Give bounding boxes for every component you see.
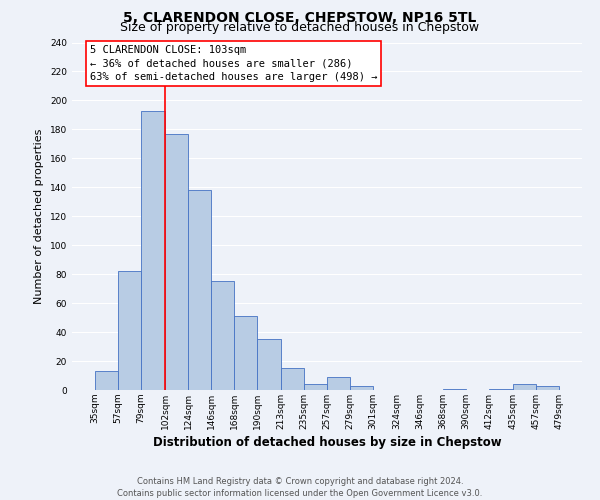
Bar — [118, 272, 141, 390]
Y-axis label: Number of detached properties: Number of detached properties — [34, 128, 44, 304]
Bar — [443, 388, 466, 390]
Bar — [141, 110, 165, 390]
Bar — [489, 388, 513, 390]
Bar — [257, 340, 281, 390]
Text: Contains HM Land Registry data © Crown copyright and database right 2024.
Contai: Contains HM Land Registry data © Crown c… — [118, 476, 482, 498]
Bar — [165, 134, 188, 390]
Bar — [304, 384, 327, 390]
Text: 5, CLARENDON CLOSE, CHEPSTOW, NP16 5TL: 5, CLARENDON CLOSE, CHEPSTOW, NP16 5TL — [124, 11, 476, 25]
Bar — [327, 377, 350, 390]
Text: 5 CLARENDON CLOSE: 103sqm
← 36% of detached houses are smaller (286)
63% of semi: 5 CLARENDON CLOSE: 103sqm ← 36% of detac… — [90, 46, 377, 82]
Bar — [513, 384, 536, 390]
Bar — [188, 190, 211, 390]
X-axis label: Distribution of detached houses by size in Chepstow: Distribution of detached houses by size … — [152, 436, 502, 449]
Bar — [350, 386, 373, 390]
Bar — [536, 386, 559, 390]
Bar — [95, 371, 118, 390]
Bar — [211, 282, 234, 390]
Bar — [234, 316, 257, 390]
Text: Size of property relative to detached houses in Chepstow: Size of property relative to detached ho… — [121, 22, 479, 35]
Bar — [281, 368, 304, 390]
